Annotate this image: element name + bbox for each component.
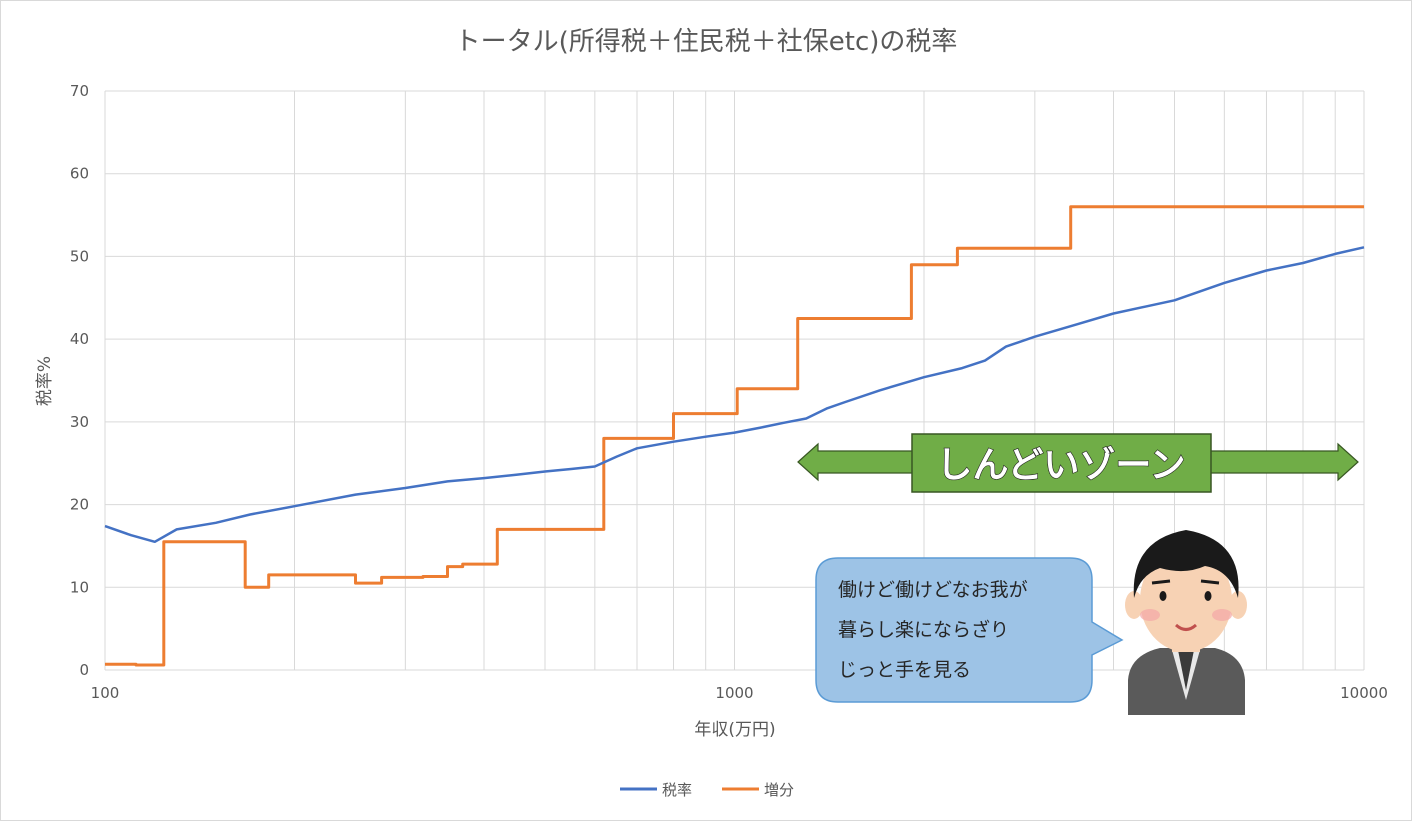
y-tick-label: 0 xyxy=(79,661,89,679)
zone-arrow: しんどいゾーン xyxy=(797,433,1359,493)
legend: 税率 増分 xyxy=(620,781,794,799)
chart-title: トータル(所得税＋住民税＋社保etc)の税率 xyxy=(455,27,958,57)
y-tick-labels: 0 10 20 30 40 50 60 70 xyxy=(70,82,89,679)
y-tick-label: 20 xyxy=(70,496,89,514)
series-line-2 xyxy=(105,205,1364,667)
zone-label-box xyxy=(911,433,1212,493)
y-tick-label: 70 xyxy=(70,82,89,100)
x-tick-labels: 100 1000 10000 xyxy=(91,684,1388,702)
series-layer xyxy=(104,205,1365,667)
x-tick-label: 10000 xyxy=(1340,684,1388,702)
legend-label-series-1: 税率 xyxy=(662,781,692,799)
y-tick-label: 40 xyxy=(70,330,89,348)
zone-label: しんどいゾーン xyxy=(936,445,1185,486)
bubble-line-2: 暮らし楽にならざり xyxy=(838,618,1009,641)
y-tick-label: 60 xyxy=(70,165,89,183)
series-line-1 xyxy=(104,246,1365,544)
y-axis-label: 税率% xyxy=(35,356,55,406)
speech-bubble: 働けど働けどなお我が 暮らし楽にならざり じっと手を見る xyxy=(815,557,1124,703)
x-tick-label: 1000 xyxy=(715,684,753,702)
legend-label-series-2: 増分 xyxy=(764,781,794,799)
bubble-line-3: じっと手を見る xyxy=(838,659,971,681)
x-axis-label: 年収(万円) xyxy=(694,720,775,740)
y-tick-label: 10 xyxy=(70,578,89,596)
grid xyxy=(104,90,1365,671)
bubble-line-1: 働けど働けどなお我が xyxy=(838,579,1028,601)
person-illustration xyxy=(1125,530,1247,715)
y-tick-label: 30 xyxy=(70,413,89,431)
y-tick-label: 50 xyxy=(70,247,89,265)
x-tick-label: 100 xyxy=(91,684,120,702)
